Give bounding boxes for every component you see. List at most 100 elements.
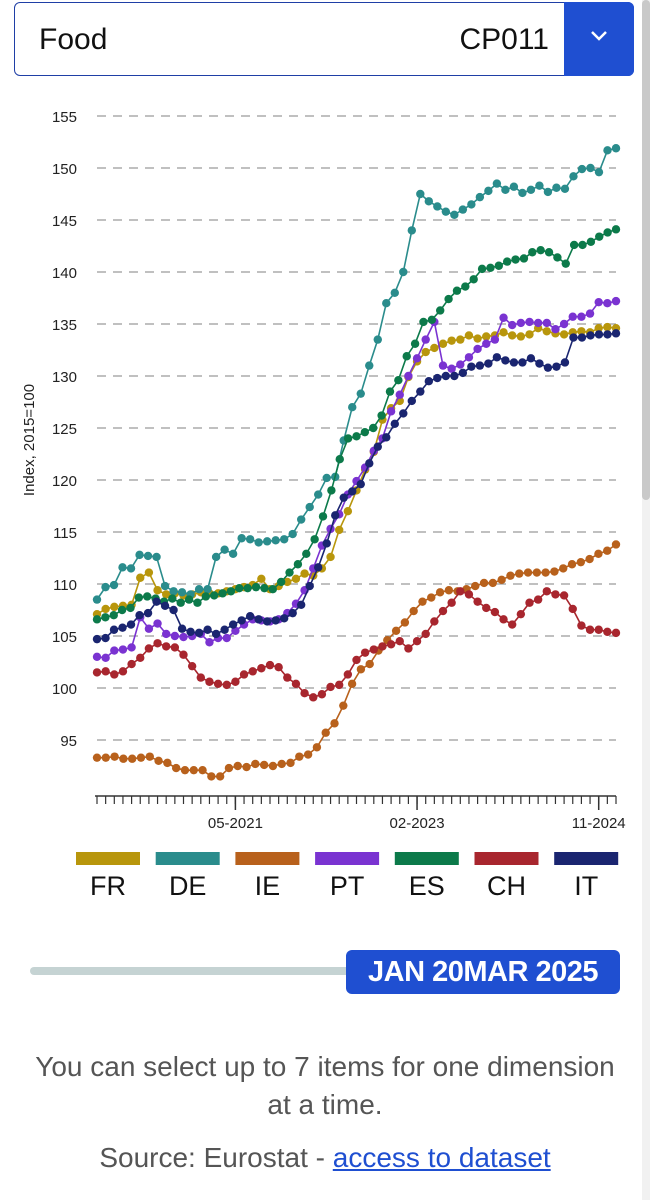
dropdown-button[interactable] xyxy=(564,2,634,76)
data-point xyxy=(568,312,577,321)
data-point xyxy=(285,568,294,577)
data-point xyxy=(233,761,242,771)
data-point xyxy=(119,754,128,763)
data-point xyxy=(343,670,353,679)
data-point xyxy=(508,620,517,629)
data-point xyxy=(327,486,336,495)
data-point xyxy=(254,615,263,624)
x-tick-label: 05-2021 xyxy=(208,815,263,832)
data-point xyxy=(515,569,524,578)
data-point xyxy=(92,652,102,661)
data-point xyxy=(467,200,476,209)
data-point xyxy=(207,772,216,781)
data-point xyxy=(382,433,391,442)
data-point xyxy=(484,359,493,368)
data-point xyxy=(365,361,374,370)
legend-label-pt: PT xyxy=(330,871,365,901)
data-point xyxy=(162,642,171,651)
dataset-link[interactable]: access to dataset xyxy=(332,1142,551,1173)
data-point xyxy=(458,205,468,214)
data-point xyxy=(136,573,145,582)
data-point xyxy=(499,328,508,337)
data-point xyxy=(464,331,474,340)
data-point xyxy=(475,192,485,202)
dimension-select[interactable]: Food CP011 xyxy=(14,2,634,76)
page-scrollbar[interactable] xyxy=(642,0,650,1200)
data-point xyxy=(101,613,110,622)
data-point xyxy=(586,163,595,173)
legend-swatch-fr xyxy=(76,852,140,865)
data-point xyxy=(109,580,119,590)
data-point xyxy=(456,360,465,369)
data-point xyxy=(218,589,227,598)
data-point xyxy=(109,611,118,620)
data-point xyxy=(271,616,280,625)
data-point xyxy=(382,299,391,308)
data-point xyxy=(317,690,327,699)
data-point xyxy=(295,752,304,761)
data-point xyxy=(450,210,459,219)
legend-swatch-pt xyxy=(315,852,380,865)
legend-swatch-es xyxy=(394,852,459,865)
data-point xyxy=(542,327,551,336)
data-point xyxy=(436,306,445,315)
data-point xyxy=(209,591,219,600)
data-point xyxy=(180,765,190,775)
y-tick-label: 120 xyxy=(52,473,77,490)
data-point xyxy=(594,297,603,307)
data-point xyxy=(464,353,474,362)
data-point xyxy=(314,490,323,499)
data-point xyxy=(300,689,309,698)
data-point xyxy=(176,598,185,607)
data-point xyxy=(461,282,470,291)
data-point xyxy=(271,536,280,545)
data-point xyxy=(237,616,246,625)
data-point xyxy=(163,758,172,768)
data-point xyxy=(488,578,498,588)
y-tick-label: 105 xyxy=(52,629,77,646)
data-point xyxy=(611,628,621,638)
data-point xyxy=(518,358,527,367)
time-slider-track[interactable] xyxy=(30,967,360,975)
data-point xyxy=(552,183,561,192)
y-tick-label: 95 xyxy=(60,733,77,750)
data-point xyxy=(187,661,197,671)
y-tick-label: 135 xyxy=(52,317,77,334)
x-tick-label: 02-2023 xyxy=(390,815,445,832)
data-point xyxy=(369,423,378,433)
data-point xyxy=(262,537,272,546)
data-point xyxy=(339,701,348,710)
data-point xyxy=(569,172,578,181)
data-point xyxy=(482,332,491,341)
data-point xyxy=(257,664,266,673)
data-point xyxy=(251,582,261,592)
data-point xyxy=(508,320,517,330)
data-point xyxy=(404,644,413,653)
data-point xyxy=(109,625,119,634)
data-point xyxy=(228,620,238,629)
data-point xyxy=(243,583,252,593)
data-point xyxy=(127,754,137,763)
data-point xyxy=(228,549,238,559)
data-point xyxy=(535,359,544,368)
data-point xyxy=(262,617,272,626)
data-point xyxy=(416,189,425,199)
data-point xyxy=(611,540,621,549)
data-point xyxy=(154,756,163,765)
data-point xyxy=(101,582,110,592)
scrollbar-thumb[interactable] xyxy=(642,0,650,500)
data-point xyxy=(101,633,110,643)
data-point xyxy=(438,606,448,616)
data-point xyxy=(477,264,487,274)
data-point xyxy=(352,655,361,665)
data-point xyxy=(143,608,153,618)
y-tick-label: 140 xyxy=(52,265,77,282)
data-point xyxy=(143,551,153,561)
data-point xyxy=(136,753,146,762)
data-point xyxy=(418,597,427,606)
data-point xyxy=(473,334,482,343)
data-point xyxy=(220,545,229,554)
data-point xyxy=(603,627,612,637)
data-point xyxy=(310,535,319,544)
time-slider-handle[interactable]: JAN 20MAR 2025 xyxy=(346,950,620,994)
